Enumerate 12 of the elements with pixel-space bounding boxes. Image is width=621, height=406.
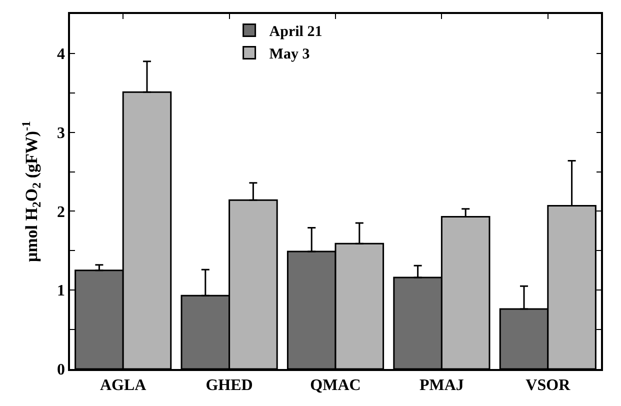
legend-label: April 21 bbox=[269, 24, 322, 40]
y-tick-label: 3 bbox=[57, 124, 66, 142]
y-tick-label: 1 bbox=[57, 282, 66, 300]
y-tick-label: 4 bbox=[57, 46, 66, 64]
x-tick-label: GHED bbox=[206, 376, 253, 394]
x-tick-label: VSOR bbox=[526, 376, 571, 394]
legend-label: May 3 bbox=[269, 46, 310, 63]
x-tick-label: PMAJ bbox=[419, 376, 464, 394]
x-tick-label: AGLA bbox=[100, 376, 147, 394]
x-tick-label: QMAC bbox=[310, 376, 361, 394]
y-tick-label: 0 bbox=[57, 362, 66, 379]
y-tick-label: 2 bbox=[57, 204, 66, 221]
